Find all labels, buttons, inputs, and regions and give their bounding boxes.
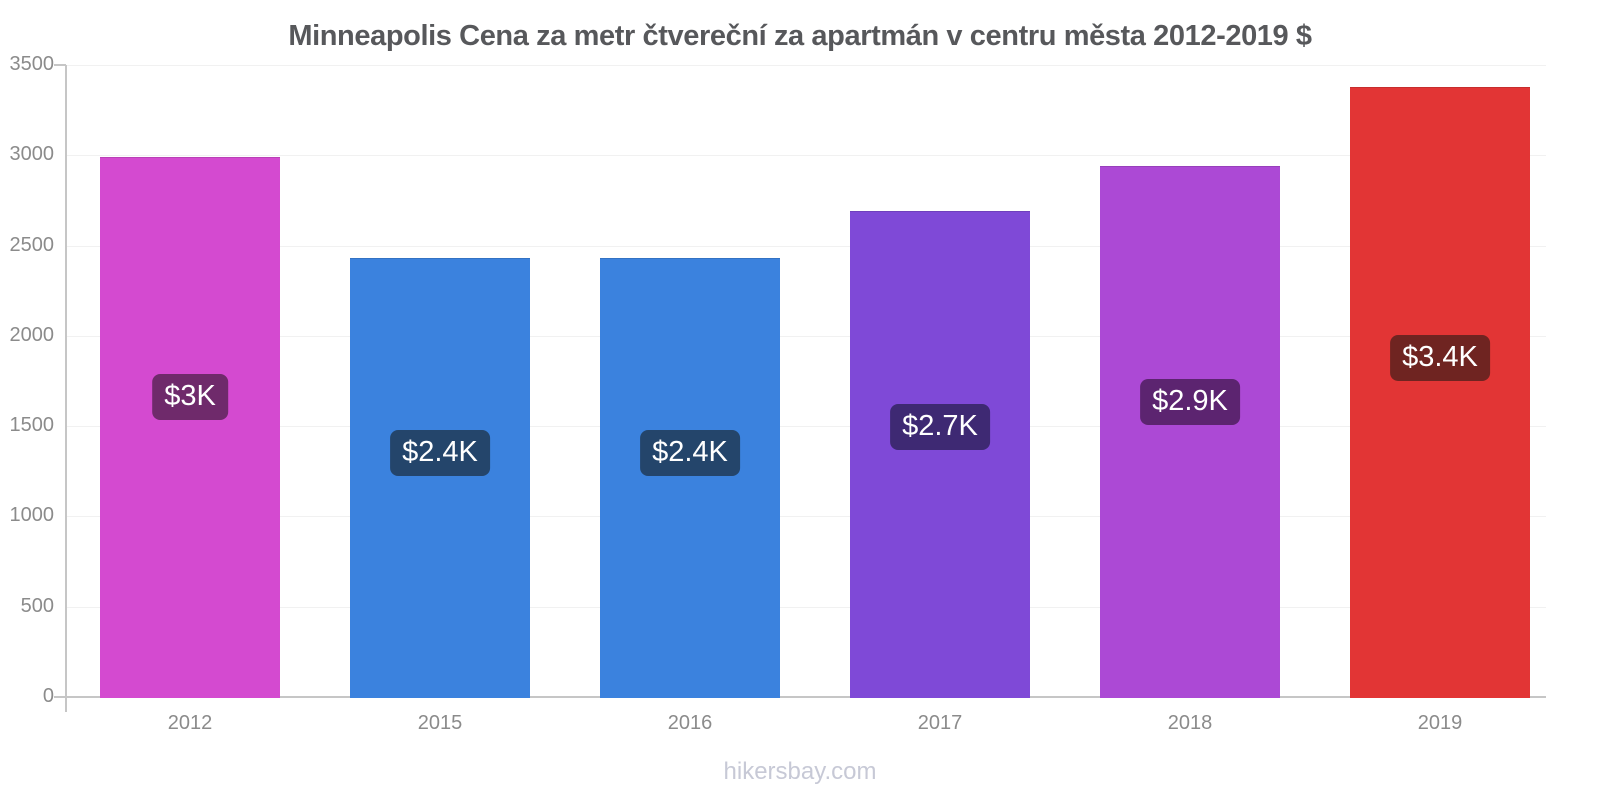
y-tick-label: 0 [42, 685, 54, 708]
bar-value-label-2015: $2.4K [390, 430, 490, 476]
x-tick-label-2018: 2018 [1167, 712, 1213, 734]
x-tick-label-2019: 2019 [1417, 712, 1463, 734]
gridline-1500 [67, 426, 1546, 427]
y-tick-label: 3000 [9, 143, 55, 166]
bar-2015 [350, 258, 530, 698]
bar-2016 [600, 258, 780, 698]
bar-value-label-2018: $2.9K [1140, 379, 1240, 425]
y-axis-top-tick [54, 64, 66, 66]
bar-2019 [1350, 87, 1530, 698]
y-tick-label: 3500 [9, 53, 55, 76]
y-tick-label: 500 [20, 595, 54, 618]
bar-value-label-2017: $2.7K [890, 404, 990, 450]
gridline-3500 [67, 65, 1546, 66]
gridline-3000 [67, 155, 1546, 156]
gridline-500 [67, 607, 1546, 608]
watermark-hikersbay: hikersbay.com [723, 758, 877, 785]
x-tick-label-2017: 2017 [917, 712, 963, 734]
bar-2018 [1100, 166, 1280, 698]
x-axis-line [54, 696, 1546, 698]
gridline-2500 [67, 246, 1546, 247]
bar-value-label-2019: $3.4K [1390, 335, 1490, 381]
y-axis-line [65, 65, 67, 712]
bar-2017 [850, 211, 1030, 698]
y-tick-label: 1500 [9, 414, 55, 437]
y-tick-label: 2000 [9, 324, 55, 347]
gridline-1000 [67, 516, 1546, 517]
x-tick-label-2016: 2016 [667, 712, 713, 734]
bar-2012 [100, 157, 280, 698]
x-tick-label-2015: 2015 [417, 712, 463, 734]
bar-value-label-2012: $3K [152, 374, 228, 420]
y-tick-label: 2500 [9, 234, 55, 257]
gridline-2000 [67, 336, 1546, 337]
y-tick-label: 1000 [9, 504, 55, 527]
chart-title: Minneapolis Cena za metr čtvereční za ap… [288, 20, 1312, 52]
bar-value-label-2016: $2.4K [640, 430, 740, 476]
x-tick-label-2012: 2012 [167, 712, 213, 734]
